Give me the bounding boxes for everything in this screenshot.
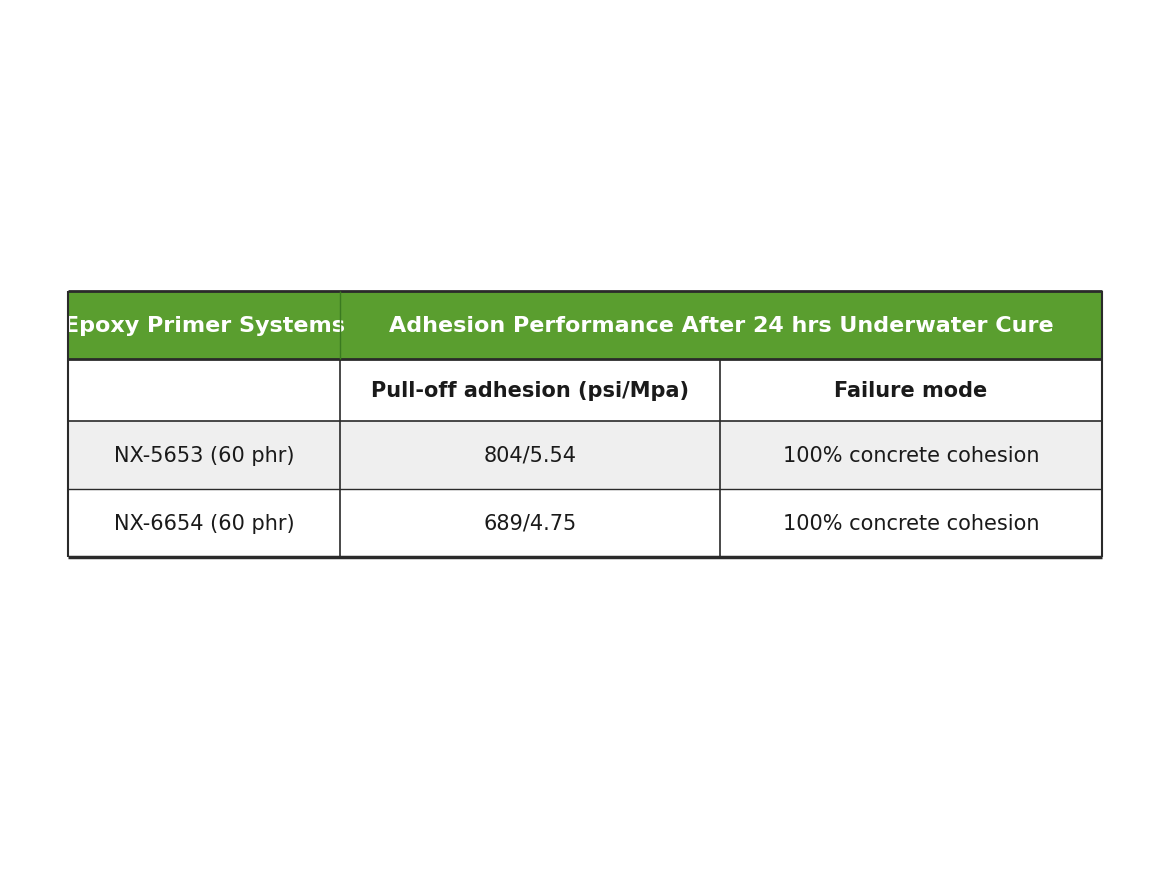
Bar [340, 489, 720, 558]
Bar [68, 360, 340, 422]
Text: 100% concrete cohesion: 100% concrete cohesion [783, 446, 1039, 466]
Bar [340, 422, 720, 489]
Text: Epoxy Primer Systems: Epoxy Primer Systems [63, 316, 344, 336]
Text: 804/5.54: 804/5.54 [483, 446, 577, 466]
Bar [720, 489, 1102, 558]
Text: 689/4.75: 689/4.75 [483, 513, 577, 533]
Text: 100% concrete cohesion: 100% concrete cohesion [783, 513, 1039, 533]
Bar [340, 360, 720, 422]
Bar [68, 292, 1102, 360]
Bar [720, 422, 1102, 489]
Text: NX-5653 (60 phr): NX-5653 (60 phr) [113, 446, 294, 466]
Bar [68, 422, 340, 489]
Text: Failure mode: Failure mode [834, 381, 987, 401]
Text: NX-6654 (60 phr): NX-6654 (60 phr) [113, 513, 295, 533]
Text: Pull-off adhesion (psi/Mpa): Pull-off adhesion (psi/Mpa) [371, 381, 689, 401]
Bar [68, 489, 340, 558]
Text: Adhesion Performance After 24 hrs Underwater Cure: Adhesion Performance After 24 hrs Underw… [388, 316, 1053, 336]
Bar [720, 360, 1102, 422]
